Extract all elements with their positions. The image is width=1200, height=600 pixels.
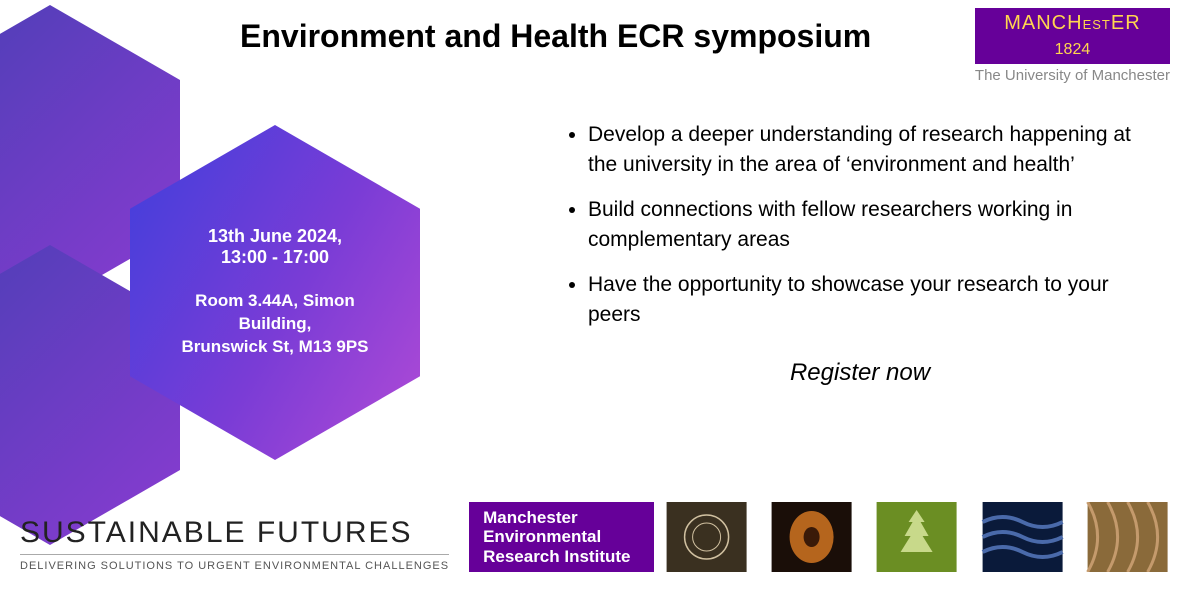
page-title: Environment and Health ECR symposium: [240, 18, 871, 55]
bullet-list: Develop a deeper understanding of resear…: [560, 120, 1160, 331]
event-location-1: Room 3.44A, Simon Building,: [170, 290, 380, 336]
meri-tile-3: [864, 502, 969, 572]
logo-banner: MANCHESTER: [975, 8, 1170, 39]
hexagon-graphic: 13th June 2024, 13:00 - 17:00 Room 3.44A…: [0, 75, 540, 505]
meri-banner: Manchester Environmental Research Instit…: [469, 502, 1180, 572]
event-location-2: Brunswick St, M13 9PS: [181, 336, 368, 359]
event-date: 13th June 2024,: [208, 226, 342, 247]
meri-tile-4: [970, 502, 1075, 572]
bullet-item: Build connections with fellow researcher…: [588, 195, 1160, 256]
bullet-item: Develop a deeper understanding of resear…: [588, 120, 1160, 181]
meri-label: Manchester Environmental Research Instit…: [469, 502, 654, 572]
footer: SUSTAINABLE FUTURES DELIVERING SOLUTIONS…: [20, 502, 1180, 572]
university-logo: MANCHESTER 1824 The University of Manche…: [975, 8, 1170, 84]
meri-tile-1: [654, 502, 759, 572]
logo-subtitle: The University of Manchester: [975, 67, 1170, 84]
event-time: 13:00 - 17:00: [221, 247, 329, 268]
logo-year: 1824: [975, 39, 1170, 64]
register-link[interactable]: Register now: [560, 356, 1160, 391]
sf-title: SUSTAINABLE FUTURES: [20, 516, 449, 555]
meri-tile-2: [759, 502, 864, 572]
bullet-item: Have the opportunity to showcase your re…: [588, 270, 1160, 331]
content-area: Develop a deeper understanding of resear…: [560, 120, 1160, 390]
sustainable-futures-logo: SUSTAINABLE FUTURES DELIVERING SOLUTIONS…: [20, 516, 449, 572]
sf-subtitle: DELIVERING SOLUTIONS TO URGENT ENVIRONME…: [20, 560, 449, 572]
meri-tile-5: [1075, 502, 1180, 572]
